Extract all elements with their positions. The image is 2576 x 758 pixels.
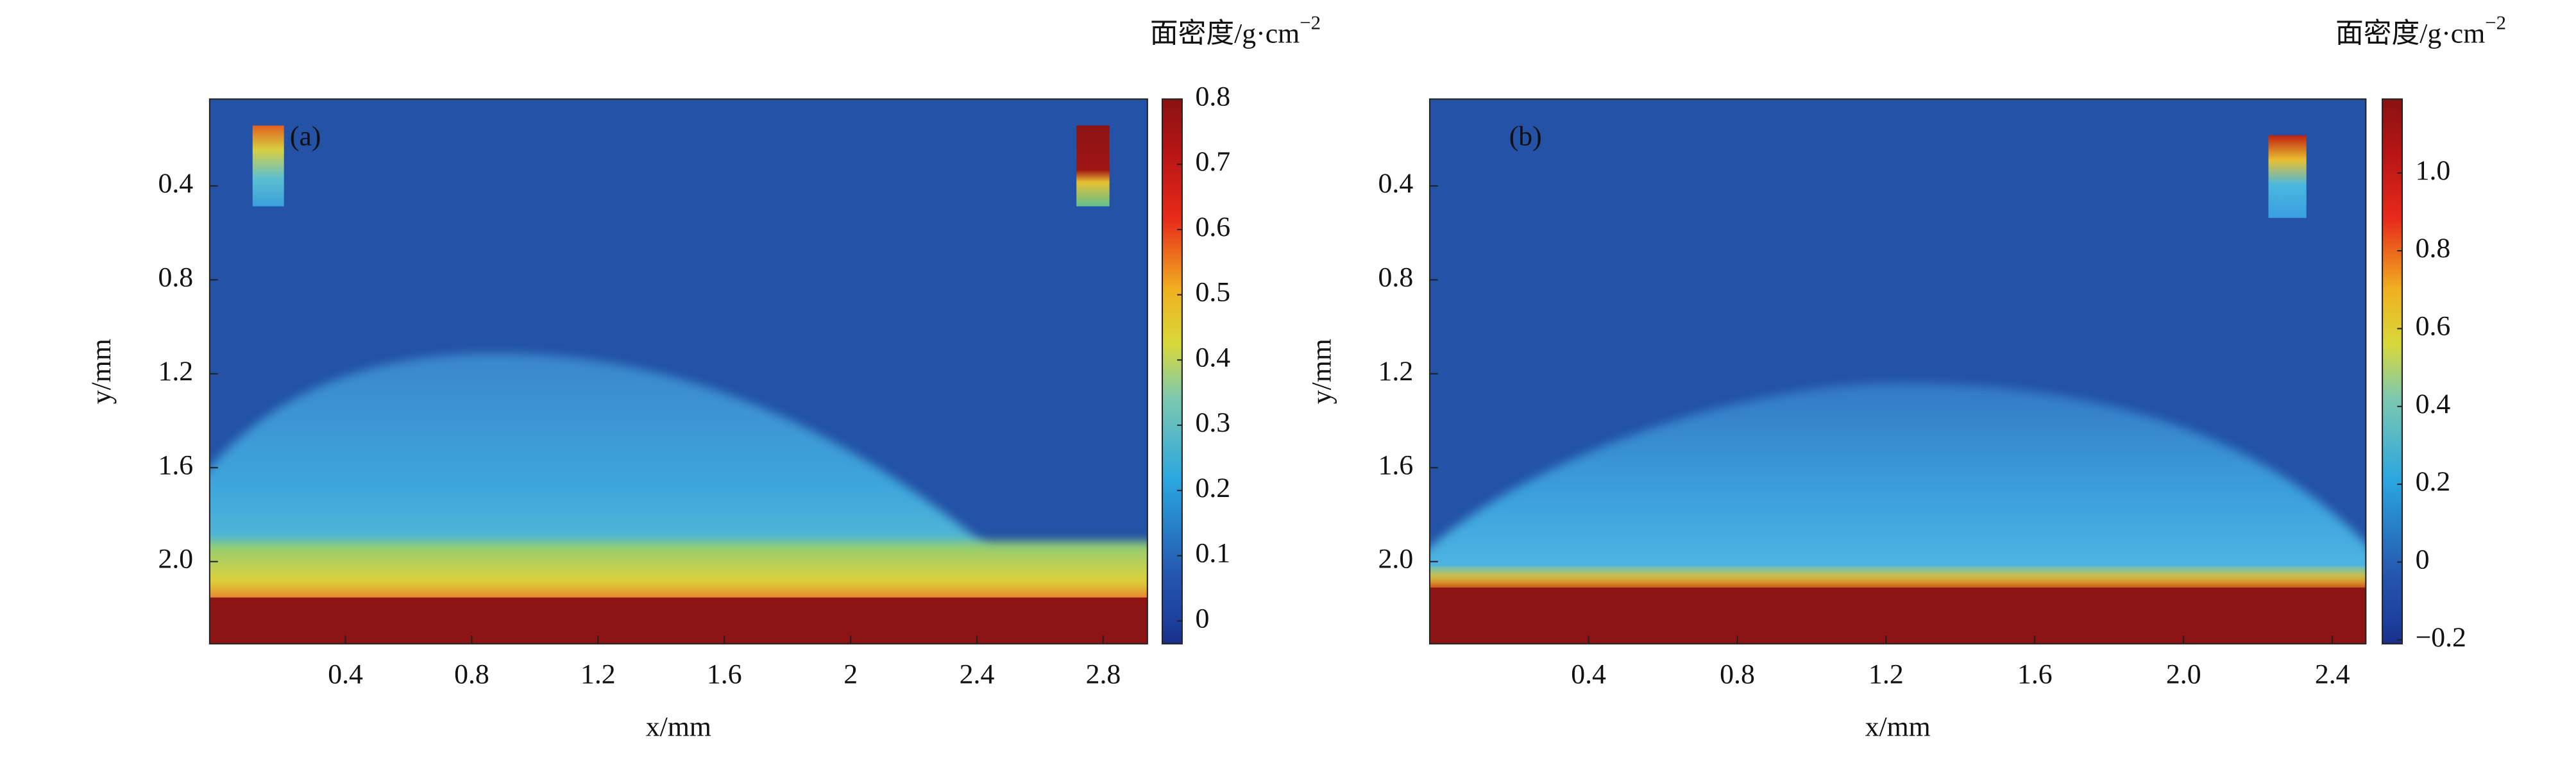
y-axis-label: y/mm: [86, 339, 117, 404]
x-axis-label: x/mm: [646, 712, 711, 743]
colorbar-title-text: 面密度/g·cm: [1150, 19, 1300, 49]
colorbar-title-exponent: −2: [2485, 12, 2506, 34]
y-tick-label: 2.0: [1378, 544, 1414, 575]
x-tick-label: 1.2: [580, 659, 616, 689]
colorbar-title-text: 面密度/g·cm: [2335, 19, 2485, 49]
colorbar-tick-label: 1.0: [2416, 155, 2451, 186]
colorbar: [1161, 98, 1183, 644]
y-tick-label: 1.2: [1378, 356, 1414, 387]
colorbar-tick-label: 0.5: [1195, 277, 1230, 308]
y-tick-label: 0.4: [1378, 168, 1414, 199]
colorbar-tick-label: 0.2: [1195, 473, 1230, 503]
x-tick-label: 2.8: [1086, 659, 1121, 689]
colorbar-tick-label: 0.6: [2416, 310, 2451, 341]
x-tick-label: 2: [843, 659, 858, 689]
plot-frame: [1428, 98, 2367, 644]
panel-label: (b): [1509, 121, 1542, 151]
x-tick-label: 0.8: [454, 659, 489, 689]
y-tick-label: 1.6: [158, 450, 193, 480]
x-axis-label: x/mm: [1865, 712, 1931, 743]
colorbar-title: 面密度/g·cm−2: [1150, 12, 1321, 49]
x-tick-label: 1.2: [1868, 659, 1904, 689]
x-tick-label: 2.0: [2166, 659, 2201, 689]
colorbar-tick-label: 0.8: [2416, 233, 2451, 264]
colorbar-tick-label: 0.7: [1195, 146, 1230, 177]
x-tick-label: 0.4: [328, 659, 363, 689]
colorbar-title-exponent: −2: [1300, 12, 1321, 34]
colorbar-tick-label: 0.4: [2416, 389, 2451, 419]
colorbar-tick-label: 0: [1195, 603, 1209, 634]
colorbar-title: 面密度/g·cm−2: [2335, 12, 2506, 49]
y-tick-label: 1.6: [1378, 450, 1414, 480]
y-tick-label: 0.8: [158, 262, 193, 292]
colorbar-tick-label: 0.6: [1195, 212, 1230, 242]
colorbar-tick-label: 0.8: [1195, 81, 1230, 112]
x-tick-label: 0.8: [1720, 659, 1755, 689]
colorbar-tick-label: 0: [2416, 544, 2430, 575]
y-tick-label: 1.2: [158, 356, 193, 387]
heatmap: [1429, 99, 2366, 644]
panel-label: (a): [290, 121, 321, 151]
colorbar-tick-label: 0.2: [2416, 466, 2451, 497]
y-axis-label: y/mm: [1306, 339, 1337, 404]
x-tick-label: 2.4: [960, 659, 995, 689]
colorbar-tick-label: 0.4: [1195, 342, 1230, 373]
colorbar: [2382, 98, 2403, 644]
x-tick-label: 0.4: [1571, 659, 1606, 689]
x-tick-label: 1.6: [2017, 659, 2053, 689]
plot-frame: [208, 98, 1148, 644]
colorbar-tick-label: −0.2: [2416, 622, 2466, 653]
x-tick-label: 2.4: [2315, 659, 2350, 689]
x-tick-label: 1.6: [707, 659, 742, 689]
y-tick-label: 2.0: [158, 544, 193, 575]
colorbar-tick-label: 0.1: [1195, 538, 1230, 569]
heatmap: [209, 99, 1148, 644]
colorbar-tick-label: 0.3: [1195, 407, 1230, 438]
y-tick-label: 0.8: [1378, 262, 1414, 292]
y-tick-label: 0.4: [158, 168, 193, 199]
